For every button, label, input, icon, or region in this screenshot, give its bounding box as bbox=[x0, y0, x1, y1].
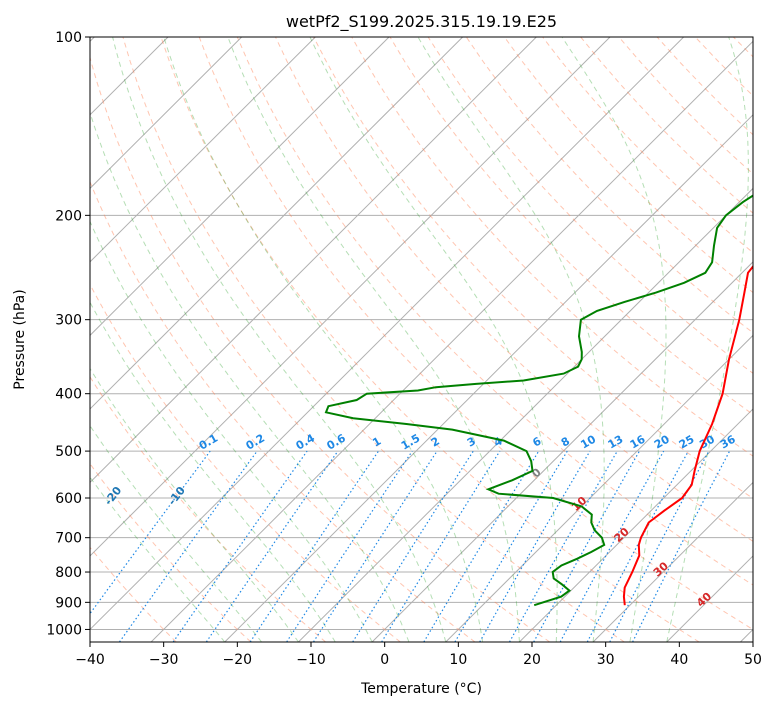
dry-adiabat-line bbox=[160, 37, 700, 642]
dry-adiabat-line bbox=[122, 37, 625, 642]
dry-adiabat-line bbox=[90, 283, 401, 642]
dry-adiabat-line bbox=[90, 375, 326, 642]
mixing-ratio-line bbox=[119, 450, 258, 642]
mixing-ratio-line bbox=[312, 450, 438, 642]
isotherm-line bbox=[445, 334, 753, 642]
x-tick-label: −20 bbox=[223, 652, 253, 668]
y-tick-label: 400 bbox=[55, 387, 82, 403]
x-tick-label: −30 bbox=[149, 652, 179, 668]
axes: −40 −30 −20 −10 0 10 20 30 40 50 100 200 300 400 500 60… bbox=[46, 30, 762, 668]
isotherm-line bbox=[90, 37, 464, 410]
mixing-ratio-line bbox=[352, 450, 474, 642]
dry-adiabat-line bbox=[90, 546, 177, 642]
moist-adiabat-line bbox=[90, 424, 262, 642]
dry-adiabat-line bbox=[427, 37, 753, 374]
moist-adiabat-line bbox=[90, 220, 373, 642]
dry-adiabat-line bbox=[389, 37, 753, 416]
y-tick-label: 600 bbox=[55, 491, 82, 507]
x-tick-label: 10 bbox=[449, 652, 467, 668]
temperature-profile-line bbox=[622, 264, 753, 606]
moist-adiabat-line bbox=[112, 37, 447, 642]
mixing-ratio-line bbox=[205, 450, 339, 642]
moist-adiabat-line bbox=[417, 37, 605, 642]
isotherm-line bbox=[150, 40, 753, 642]
x-tick-label: −40 bbox=[75, 652, 105, 668]
mixing-ratio-line bbox=[508, 450, 618, 642]
moist-adiabat-line bbox=[309, 37, 558, 642]
y-tick-label: 100 bbox=[55, 30, 82, 46]
chart-title: wetPf2_S199.2025.315.19.19.E25 bbox=[286, 12, 557, 32]
profile-lines bbox=[324, 194, 753, 607]
dry-adiabat-line bbox=[90, 462, 252, 642]
plot-frame bbox=[89, 36, 754, 643]
background-lines bbox=[90, 37, 753, 642]
moist-adiabat-line bbox=[90, 476, 226, 642]
mixing-ratio-line bbox=[249, 450, 379, 642]
dry-adiabat-line bbox=[236, 37, 753, 586]
y-tick-label: 300 bbox=[55, 313, 82, 329]
dry-adiabat-line bbox=[503, 37, 753, 294]
moist-adiabat-line bbox=[90, 367, 299, 642]
isotherm-line bbox=[90, 37, 611, 557]
x-tick-label: 20 bbox=[523, 652, 541, 668]
x-tick-label: 30 bbox=[597, 652, 615, 668]
x-tick-label: −10 bbox=[296, 652, 326, 668]
isotherm-line bbox=[90, 37, 243, 190]
y-tick-label: 200 bbox=[55, 208, 82, 224]
isotherm-line bbox=[592, 481, 753, 642]
dry-adiabat-line bbox=[90, 55, 550, 642]
isotherm-line bbox=[90, 37, 316, 263]
mixing-ratio-line bbox=[559, 450, 665, 642]
y-tick-label: 700 bbox=[55, 531, 82, 547]
y-tick-label: 800 bbox=[55, 565, 82, 581]
dry-adiabat-line bbox=[198, 37, 753, 630]
y-tick-label: 1000 bbox=[46, 622, 82, 638]
isotherm-line bbox=[224, 114, 753, 642]
moist-adiabat-line bbox=[163, 37, 484, 642]
mixing-ratio-line bbox=[632, 450, 731, 642]
moist-adiabat-line bbox=[90, 110, 410, 642]
x-tick-label: 0 bbox=[380, 652, 389, 668]
y-tick-label: 500 bbox=[55, 444, 82, 460]
mixing-ratio-line bbox=[172, 450, 308, 642]
y-tick-label: 900 bbox=[55, 595, 82, 611]
mixing-ratio-line bbox=[381, 450, 501, 642]
isotherm-line bbox=[90, 37, 390, 337]
x-axis-title: Temperature (°C) bbox=[360, 681, 482, 697]
isotherm-line bbox=[90, 37, 537, 484]
isotherm-line bbox=[298, 187, 753, 642]
dewpoint-profile-line bbox=[324, 194, 753, 607]
mixing-ratio-line bbox=[90, 450, 211, 615]
y-axis-title: Pressure (hPa) bbox=[12, 289, 28, 389]
dry-adiabat-line bbox=[275, 37, 753, 542]
isotherm-line bbox=[519, 408, 753, 642]
isotherm-line bbox=[90, 37, 685, 631]
mixing-ratio-line bbox=[533, 450, 640, 642]
x-tick-label: 50 bbox=[744, 652, 762, 668]
x-tick-label: 40 bbox=[670, 652, 688, 668]
mixing-ratio-line bbox=[286, 450, 413, 642]
moist-adiabat-line bbox=[561, 37, 667, 642]
dry-adiabat-line bbox=[90, 180, 476, 642]
isotherm-line bbox=[371, 261, 753, 642]
